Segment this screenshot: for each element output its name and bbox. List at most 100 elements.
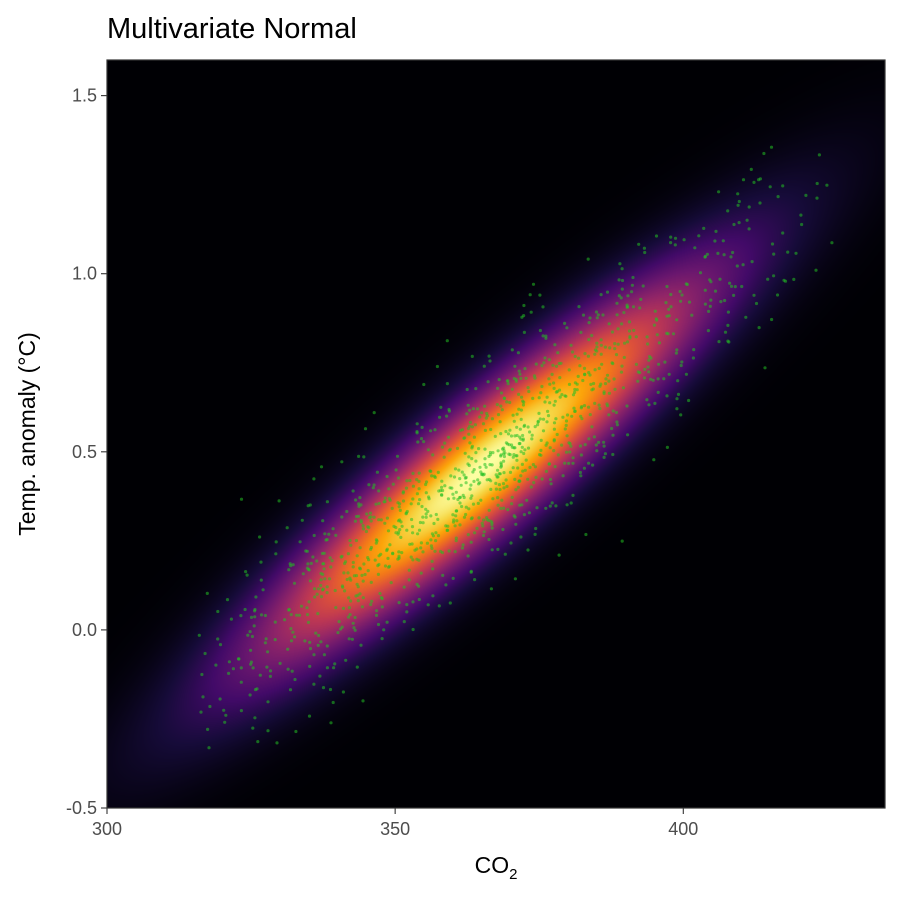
data-point	[455, 519, 459, 523]
data-point	[375, 470, 379, 474]
data-point	[556, 453, 560, 457]
data-point	[768, 185, 772, 189]
data-point	[510, 348, 514, 352]
data-point	[452, 518, 456, 522]
data-point	[430, 559, 434, 564]
data-point	[830, 241, 834, 245]
data-point	[485, 478, 489, 482]
data-point	[552, 381, 556, 385]
data-point	[519, 535, 523, 539]
data-point	[569, 501, 573, 505]
data-point	[519, 408, 524, 412]
data-point	[491, 451, 495, 455]
data-point	[573, 354, 577, 359]
data-point	[352, 626, 356, 630]
data-point	[502, 486, 506, 490]
data-point	[587, 371, 591, 375]
data-point	[567, 441, 571, 445]
data-point	[517, 369, 521, 373]
data-point	[327, 532, 331, 536]
data-point	[792, 277, 796, 281]
data-point	[736, 192, 740, 196]
data-point	[537, 396, 541, 400]
data-point	[675, 348, 679, 352]
data-point	[331, 527, 335, 531]
data-point	[625, 305, 630, 309]
data-point	[510, 445, 514, 449]
data-point	[251, 666, 255, 670]
data-point	[411, 484, 415, 488]
data-point	[357, 514, 361, 518]
data-point	[439, 549, 443, 554]
data-point	[373, 558, 377, 562]
data-point	[274, 552, 278, 556]
data-point	[698, 271, 703, 275]
data-point	[476, 501, 480, 505]
data-point	[596, 313, 600, 317]
data-point	[488, 450, 492, 455]
data-point	[665, 284, 669, 289]
data-point	[367, 558, 371, 562]
data-point	[470, 494, 474, 498]
data-point	[315, 559, 319, 563]
data-point	[343, 589, 347, 593]
data-point	[570, 350, 575, 354]
data-point	[645, 335, 649, 339]
data-point	[301, 572, 305, 576]
data-point	[646, 365, 650, 369]
data-point	[513, 515, 517, 519]
data-point	[656, 390, 660, 394]
data-point	[631, 305, 636, 309]
data-point	[361, 527, 365, 531]
data-point	[462, 473, 466, 477]
data-point	[349, 543, 353, 547]
data-point	[563, 461, 567, 465]
data-point	[687, 398, 691, 403]
data-point	[515, 412, 519, 416]
data-point	[558, 376, 562, 380]
data-point	[482, 518, 486, 522]
data-point	[584, 532, 588, 537]
data-point	[513, 364, 517, 368]
data-point	[799, 213, 803, 217]
data-point	[201, 695, 205, 699]
data-point	[462, 436, 466, 440]
data-point	[431, 534, 435, 538]
data-point	[446, 528, 450, 532]
data-point	[496, 503, 500, 507]
data-point	[655, 333, 659, 337]
data-point	[263, 641, 267, 645]
data-point	[398, 502, 402, 506]
data-point	[408, 478, 412, 483]
data-point	[342, 571, 346, 575]
data-point	[380, 605, 384, 609]
data-point	[383, 564, 388, 568]
data-point	[532, 481, 536, 485]
data-point	[604, 377, 608, 381]
data-point	[567, 368, 571, 372]
data-point	[557, 553, 561, 557]
data-point	[595, 341, 599, 345]
data-point	[417, 528, 422, 532]
data-point	[620, 278, 625, 283]
data-point	[395, 454, 400, 458]
x-tick-label: 350	[380, 819, 410, 839]
data-point	[611, 433, 615, 437]
data-point	[372, 411, 376, 415]
data-point	[643, 250, 647, 255]
data-point	[377, 562, 381, 567]
data-point	[587, 405, 591, 409]
density-heatmap	[107, 60, 885, 808]
data-point	[582, 404, 587, 408]
data-point	[749, 167, 753, 171]
data-point	[369, 547, 373, 551]
data-point	[513, 577, 518, 581]
data-point	[361, 524, 365, 528]
data-point	[565, 434, 569, 438]
data-point	[506, 382, 510, 386]
data-point	[265, 665, 269, 669]
data-point	[325, 585, 329, 589]
data-point	[484, 416, 488, 420]
data-point	[593, 401, 597, 405]
data-point	[521, 437, 525, 441]
